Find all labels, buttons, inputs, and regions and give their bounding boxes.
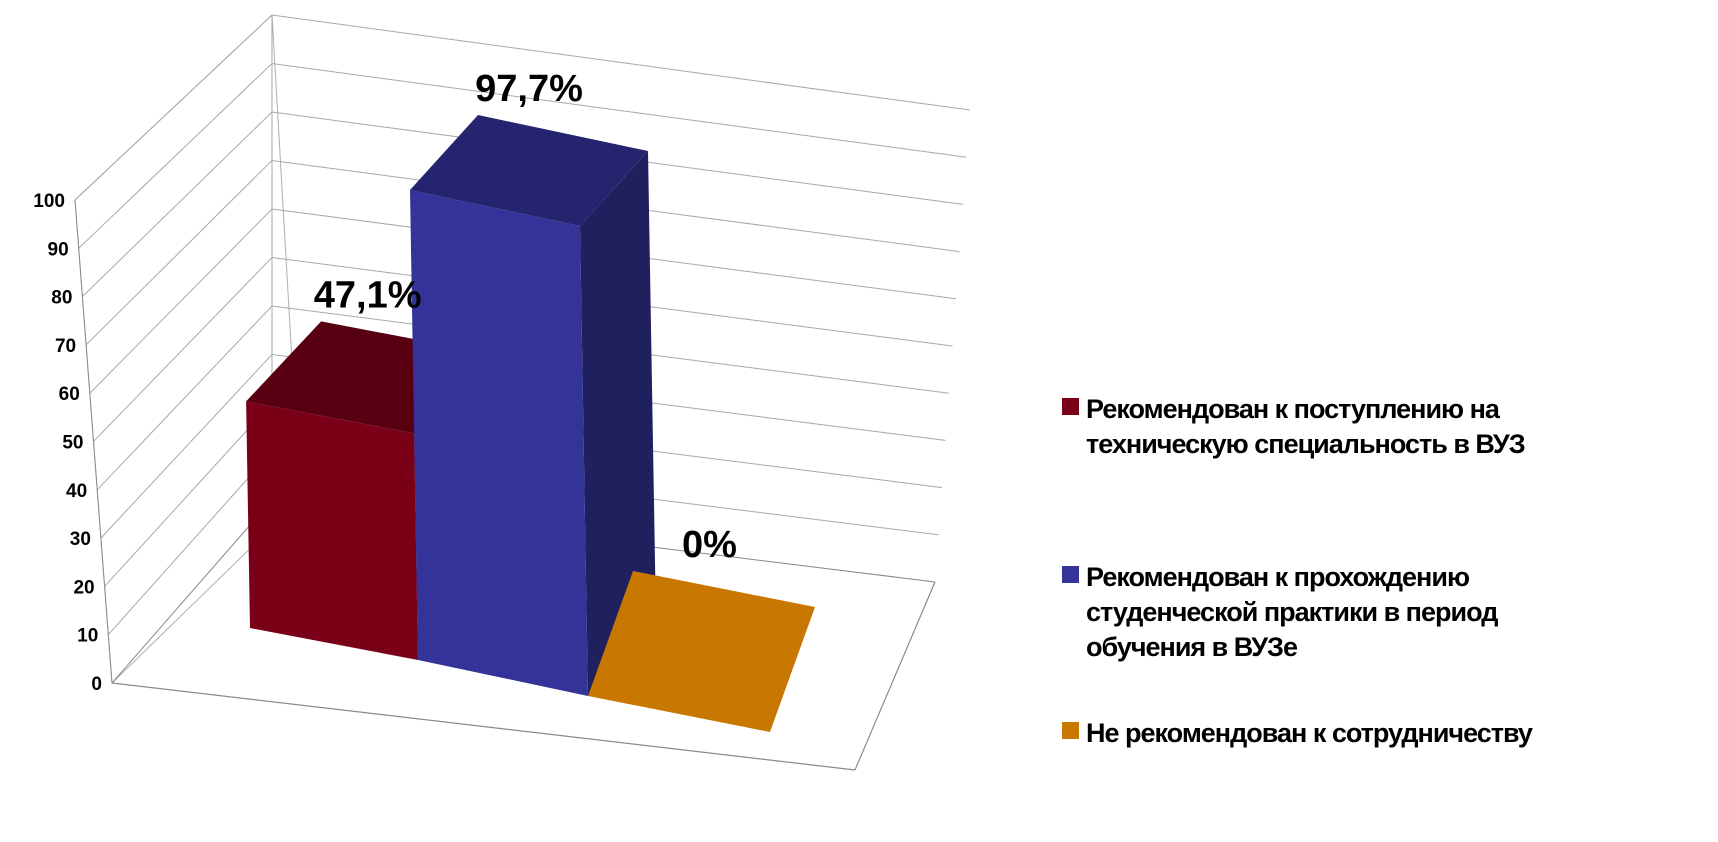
bar-front-face xyxy=(246,401,418,660)
floor-front-edge xyxy=(111,682,856,771)
legend-label: Не рекомендован к сотрудничеству xyxy=(1086,718,1533,748)
y-tick-label: 80 xyxy=(51,288,72,309)
y-tick-label: 60 xyxy=(59,384,80,405)
bar xyxy=(588,571,815,732)
legend-label: Рекомендован к прохождению xyxy=(1086,562,1469,592)
legend-item: Не рекомендован к сотрудничеству xyxy=(1062,718,1534,748)
data-label: 47,1% xyxy=(314,274,422,316)
legend-swatch xyxy=(1062,722,1079,739)
value-axis-edge xyxy=(74,199,113,684)
y-tick-label: 10 xyxy=(77,626,98,647)
y-tick-label: 30 xyxy=(70,529,91,550)
y-tick-label: 50 xyxy=(62,433,83,454)
y-tick-label: 70 xyxy=(55,336,76,357)
legend-item: Рекомендован к поступлению на техническую… xyxy=(1062,394,1526,459)
y-tick-label: 0 xyxy=(91,674,102,695)
legend-label: Рекомендован к поступлению на xyxy=(1086,394,1501,424)
legend-swatch xyxy=(1062,398,1079,415)
y-tick-label: 90 xyxy=(48,239,69,260)
data-label: 0% xyxy=(682,524,737,566)
legend-label: техническую специальность в ВУЗ xyxy=(1086,429,1525,459)
y-tick-label: 20 xyxy=(73,577,94,598)
data-label: 97,7% xyxy=(475,68,583,110)
bar-front-face xyxy=(410,190,588,696)
bar-top-face xyxy=(588,571,815,732)
y-axis-ticks: 0 10 20 30 40 50 60 70 80 90 100 xyxy=(33,191,102,695)
bar-top-face xyxy=(410,115,648,226)
y-tick-label: 100 xyxy=(33,191,65,212)
bars xyxy=(246,115,815,732)
data-labels: 47,1% 97,7% 0% xyxy=(314,68,737,566)
legend-label: студенческой практики в период xyxy=(1086,597,1498,627)
legend-label: обучения в ВУЗе xyxy=(1086,632,1298,662)
legend-item: Рекомендован к прохождению студенческой п… xyxy=(1062,562,1499,662)
bar xyxy=(410,115,656,696)
floor-right-edge xyxy=(854,581,936,771)
legend-swatch xyxy=(1062,566,1079,583)
legend: Рекомендован к поступлению на техническую… xyxy=(1062,394,1534,748)
bar-side-face xyxy=(580,151,656,696)
y-tick-label: 40 xyxy=(66,481,87,502)
